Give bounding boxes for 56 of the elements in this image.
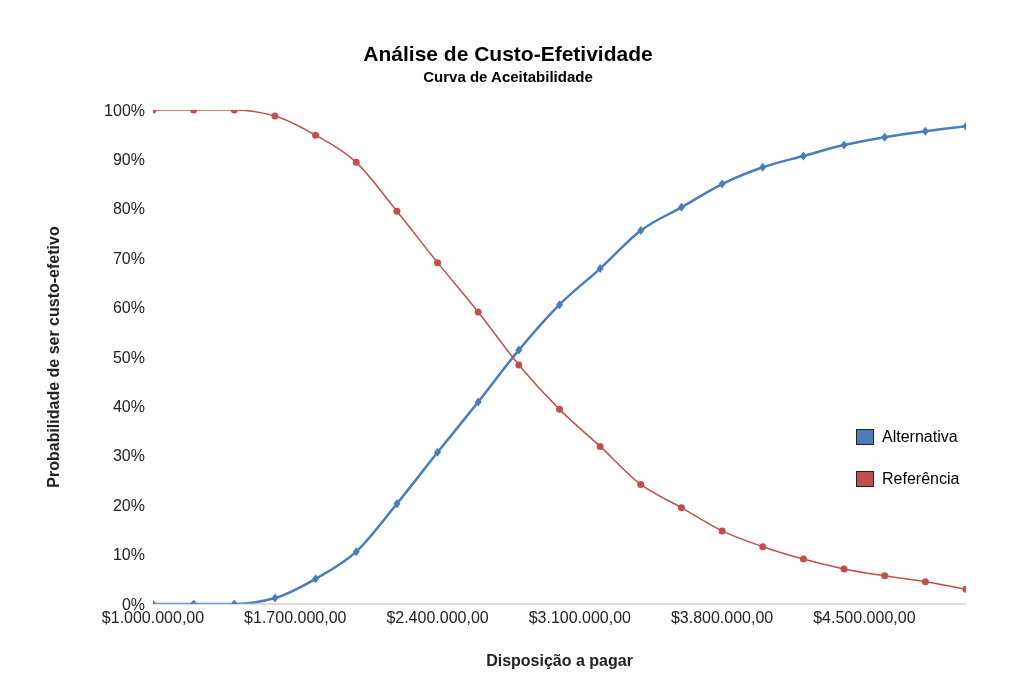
x-tick-label: $3.800.000,00 xyxy=(670,609,774,627)
point xyxy=(637,480,645,488)
y-tick-label: 70% xyxy=(112,249,145,267)
legend-label: Referência xyxy=(882,470,960,488)
point xyxy=(799,555,807,563)
point xyxy=(677,202,685,212)
x-tick-label: $4.500.000,00 xyxy=(813,609,916,627)
point xyxy=(759,162,767,172)
x-tick-label: $3.100.000,00 xyxy=(528,609,632,627)
point xyxy=(352,547,360,557)
x-tick-label: $2.400.000,00 xyxy=(386,609,489,627)
y-tick-label: 100% xyxy=(104,101,145,119)
point xyxy=(515,361,523,369)
point xyxy=(921,578,929,586)
point xyxy=(881,132,889,142)
point xyxy=(596,264,604,274)
chart-title: Análise de Custo-Efetividade xyxy=(362,42,654,66)
point xyxy=(474,397,482,407)
point xyxy=(840,565,848,573)
point xyxy=(312,574,320,584)
point xyxy=(799,151,807,161)
point xyxy=(515,345,523,355)
y-tick-label: 40% xyxy=(112,398,145,416)
point xyxy=(718,179,726,189)
y-tick-label: 60% xyxy=(112,299,145,317)
y-axis-title: Probabilidade de ser custo-efetivo xyxy=(44,226,62,488)
point xyxy=(677,504,685,512)
x-tick-label: $1.000.000,00 xyxy=(101,609,205,627)
point xyxy=(393,207,401,215)
point xyxy=(596,442,604,450)
y-tick-label: 30% xyxy=(112,447,145,465)
point xyxy=(921,126,929,136)
legend-label: Alternativa xyxy=(882,428,958,446)
y-tick-label: 50% xyxy=(112,348,145,366)
point xyxy=(556,300,563,310)
x-tick-label: $1.700.000,00 xyxy=(244,609,347,627)
point xyxy=(434,447,442,457)
y-tick-label: 80% xyxy=(112,200,145,218)
point xyxy=(393,499,401,509)
point xyxy=(352,158,360,166)
point xyxy=(271,112,279,120)
point xyxy=(271,593,279,603)
point xyxy=(840,140,848,150)
point xyxy=(718,527,726,535)
point xyxy=(434,259,442,267)
y-tick-label: 20% xyxy=(112,496,145,514)
point xyxy=(881,572,889,580)
y-tick-label: 90% xyxy=(112,151,145,169)
x-axis-title: Disposição a pagar xyxy=(486,652,633,669)
point xyxy=(759,543,767,551)
point xyxy=(637,226,645,236)
point xyxy=(312,131,320,139)
point xyxy=(474,308,482,316)
chart-subtitle: Curva de Aceitabilidade xyxy=(422,68,594,85)
point xyxy=(556,405,563,413)
y-tick-label: 10% xyxy=(112,546,145,564)
